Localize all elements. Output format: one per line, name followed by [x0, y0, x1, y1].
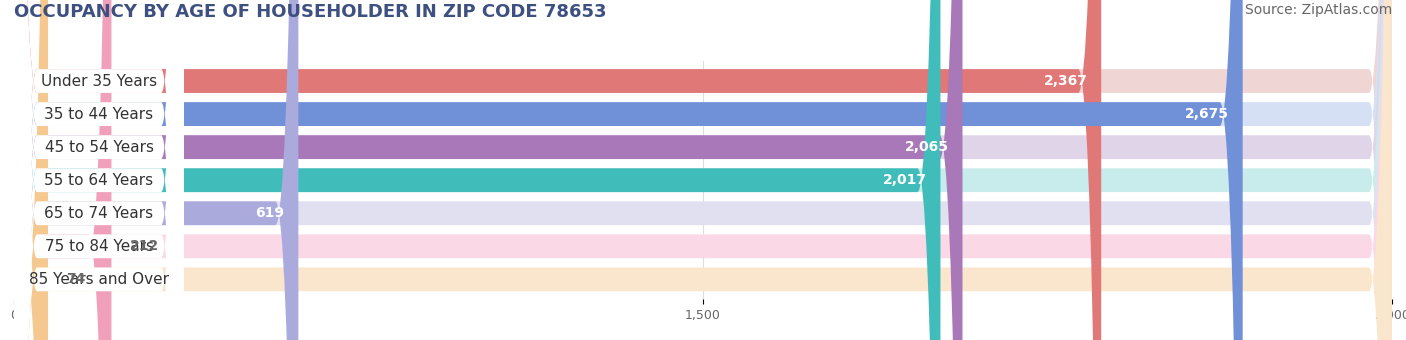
Text: 2,017: 2,017 [883, 173, 927, 187]
Text: 75 to 84 Years: 75 to 84 Years [45, 239, 153, 254]
FancyBboxPatch shape [14, 0, 184, 340]
Text: 45 to 54 Years: 45 to 54 Years [45, 140, 153, 155]
FancyBboxPatch shape [14, 0, 1392, 340]
FancyBboxPatch shape [14, 0, 184, 340]
FancyBboxPatch shape [14, 0, 184, 340]
Text: 619: 619 [256, 206, 284, 220]
Text: OCCUPANCY BY AGE OF HOUSEHOLDER IN ZIP CODE 78653: OCCUPANCY BY AGE OF HOUSEHOLDER IN ZIP C… [14, 3, 606, 21]
FancyBboxPatch shape [14, 0, 184, 340]
Text: 2,065: 2,065 [904, 140, 949, 154]
FancyBboxPatch shape [14, 0, 1392, 340]
FancyBboxPatch shape [14, 0, 48, 340]
FancyBboxPatch shape [14, 0, 1392, 340]
Text: Source: ZipAtlas.com: Source: ZipAtlas.com [1244, 3, 1392, 17]
Text: 74: 74 [66, 272, 86, 286]
FancyBboxPatch shape [14, 0, 941, 340]
FancyBboxPatch shape [14, 0, 298, 340]
Text: 85 Years and Over: 85 Years and Over [30, 272, 169, 287]
FancyBboxPatch shape [14, 0, 111, 340]
FancyBboxPatch shape [14, 0, 184, 340]
Text: 65 to 74 Years: 65 to 74 Years [45, 206, 153, 221]
FancyBboxPatch shape [14, 0, 184, 340]
FancyBboxPatch shape [14, 0, 963, 340]
Text: 35 to 44 Years: 35 to 44 Years [45, 106, 153, 122]
FancyBboxPatch shape [14, 0, 1392, 340]
FancyBboxPatch shape [14, 0, 1392, 340]
FancyBboxPatch shape [14, 0, 1392, 340]
FancyBboxPatch shape [14, 0, 1101, 340]
Text: 2,367: 2,367 [1043, 74, 1087, 88]
FancyBboxPatch shape [14, 0, 1392, 340]
FancyBboxPatch shape [14, 0, 184, 340]
Text: Under 35 Years: Under 35 Years [41, 73, 157, 88]
FancyBboxPatch shape [14, 0, 1243, 340]
Text: 55 to 64 Years: 55 to 64 Years [45, 173, 153, 188]
Text: 2,675: 2,675 [1185, 107, 1229, 121]
Text: 212: 212 [129, 239, 159, 253]
